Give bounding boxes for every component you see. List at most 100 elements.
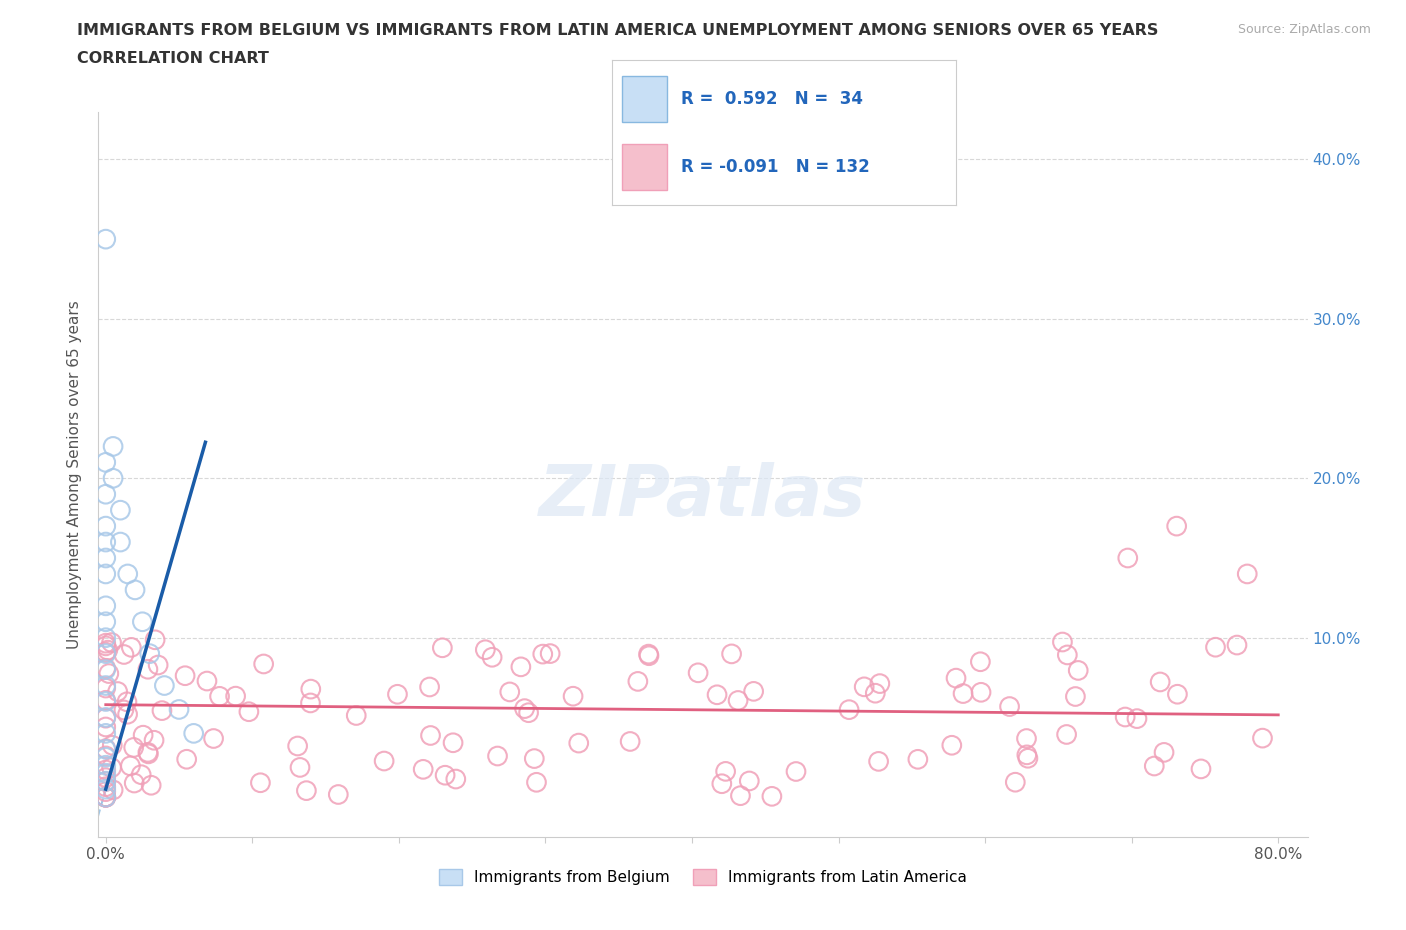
Point: [1116, 551, 1139, 565]
Point: [1017, 751, 1039, 765]
Point: [941, 737, 963, 752]
Point: [523, 751, 546, 766]
Point: [176, 751, 198, 766]
Point: [120, 640, 142, 655]
Point: [499, 684, 522, 699]
Point: [112, 647, 135, 662]
Point: [441, 736, 464, 751]
Point: [373, 753, 395, 768]
Point: [183, 726, 205, 741]
Point: [138, 747, 160, 762]
Point: [344, 708, 367, 723]
Point: [94, 551, 117, 565]
Point: [720, 646, 742, 661]
Point: [101, 439, 124, 454]
Point: [387, 687, 409, 702]
Point: [225, 689, 247, 704]
Point: [94, 750, 117, 764]
Point: [94, 519, 117, 534]
Point: [101, 737, 124, 752]
Point: [1153, 745, 1175, 760]
Point: [688, 665, 710, 680]
Point: [107, 684, 129, 699]
Point: [742, 684, 765, 698]
Point: [153, 678, 176, 693]
Point: [122, 740, 145, 755]
Point: [295, 783, 318, 798]
Point: [94, 779, 117, 794]
Point: [94, 720, 117, 735]
Point: [1226, 638, 1249, 653]
Point: [706, 687, 728, 702]
Point: [94, 790, 117, 804]
Point: [94, 615, 117, 630]
Point: [141, 777, 163, 792]
Point: [1143, 759, 1166, 774]
Point: [730, 789, 752, 804]
Point: [101, 782, 124, 797]
Point: [637, 646, 659, 661]
Point: [538, 646, 561, 661]
Point: [94, 782, 117, 797]
Point: [143, 733, 166, 748]
Point: [1056, 727, 1078, 742]
Text: ZIPatlas: ZIPatlas: [540, 461, 866, 530]
Point: [94, 661, 117, 676]
Point: [299, 682, 322, 697]
Point: [208, 689, 231, 704]
Point: [94, 790, 117, 804]
Bar: [621, 144, 666, 191]
Point: [100, 760, 122, 775]
Point: [94, 598, 117, 613]
Point: [94, 758, 117, 773]
Point: [94, 232, 117, 246]
Point: [94, 535, 117, 550]
Point: [785, 764, 807, 779]
Point: [738, 774, 761, 789]
Point: [761, 789, 783, 804]
Point: [94, 770, 117, 785]
Point: [94, 638, 117, 653]
Text: IMMIGRANTS FROM BELGIUM VS IMMIGRANTS FROM LATIN AMERICA UNEMPLOYMENT AMONG SENI: IMMIGRANTS FROM BELGIUM VS IMMIGRANTS FR…: [77, 23, 1159, 38]
Point: [638, 648, 661, 663]
Point: [412, 762, 434, 777]
Legend: Immigrants from Belgium, Immigrants from Latin America: Immigrants from Belgium, Immigrants from…: [433, 863, 973, 891]
Point: [117, 566, 139, 581]
Point: [627, 674, 650, 689]
Point: [1064, 689, 1087, 704]
Point: [419, 728, 441, 743]
Point: [94, 774, 117, 789]
Point: [486, 749, 509, 764]
Point: [94, 763, 117, 777]
Point: [868, 754, 890, 769]
Point: [174, 669, 197, 684]
Point: [998, 699, 1021, 714]
Point: [94, 486, 117, 501]
Point: [97, 643, 120, 658]
Point: [94, 749, 117, 764]
Point: [122, 776, 145, 790]
Point: [94, 790, 117, 804]
Point: [110, 535, 132, 550]
Point: [419, 680, 441, 695]
Point: [136, 745, 159, 760]
Point: [143, 632, 166, 647]
Point: [714, 764, 737, 778]
Point: [94, 710, 117, 724]
Point: [146, 658, 169, 672]
Point: [727, 693, 749, 708]
Point: [1166, 686, 1188, 701]
Point: [94, 694, 117, 709]
Point: [195, 673, 218, 688]
Point: [94, 662, 117, 677]
Point: [562, 689, 585, 704]
Point: [1015, 731, 1038, 746]
Y-axis label: Unemployment Among Seniors over 65 years: Unemployment Among Seniors over 65 years: [67, 300, 83, 649]
Point: [94, 790, 117, 804]
Point: [101, 471, 124, 485]
Point: [100, 635, 122, 650]
Point: [94, 636, 117, 651]
Text: R = -0.091   N = 132: R = -0.091 N = 132: [681, 158, 869, 176]
Point: [110, 503, 132, 518]
Point: [952, 686, 974, 701]
